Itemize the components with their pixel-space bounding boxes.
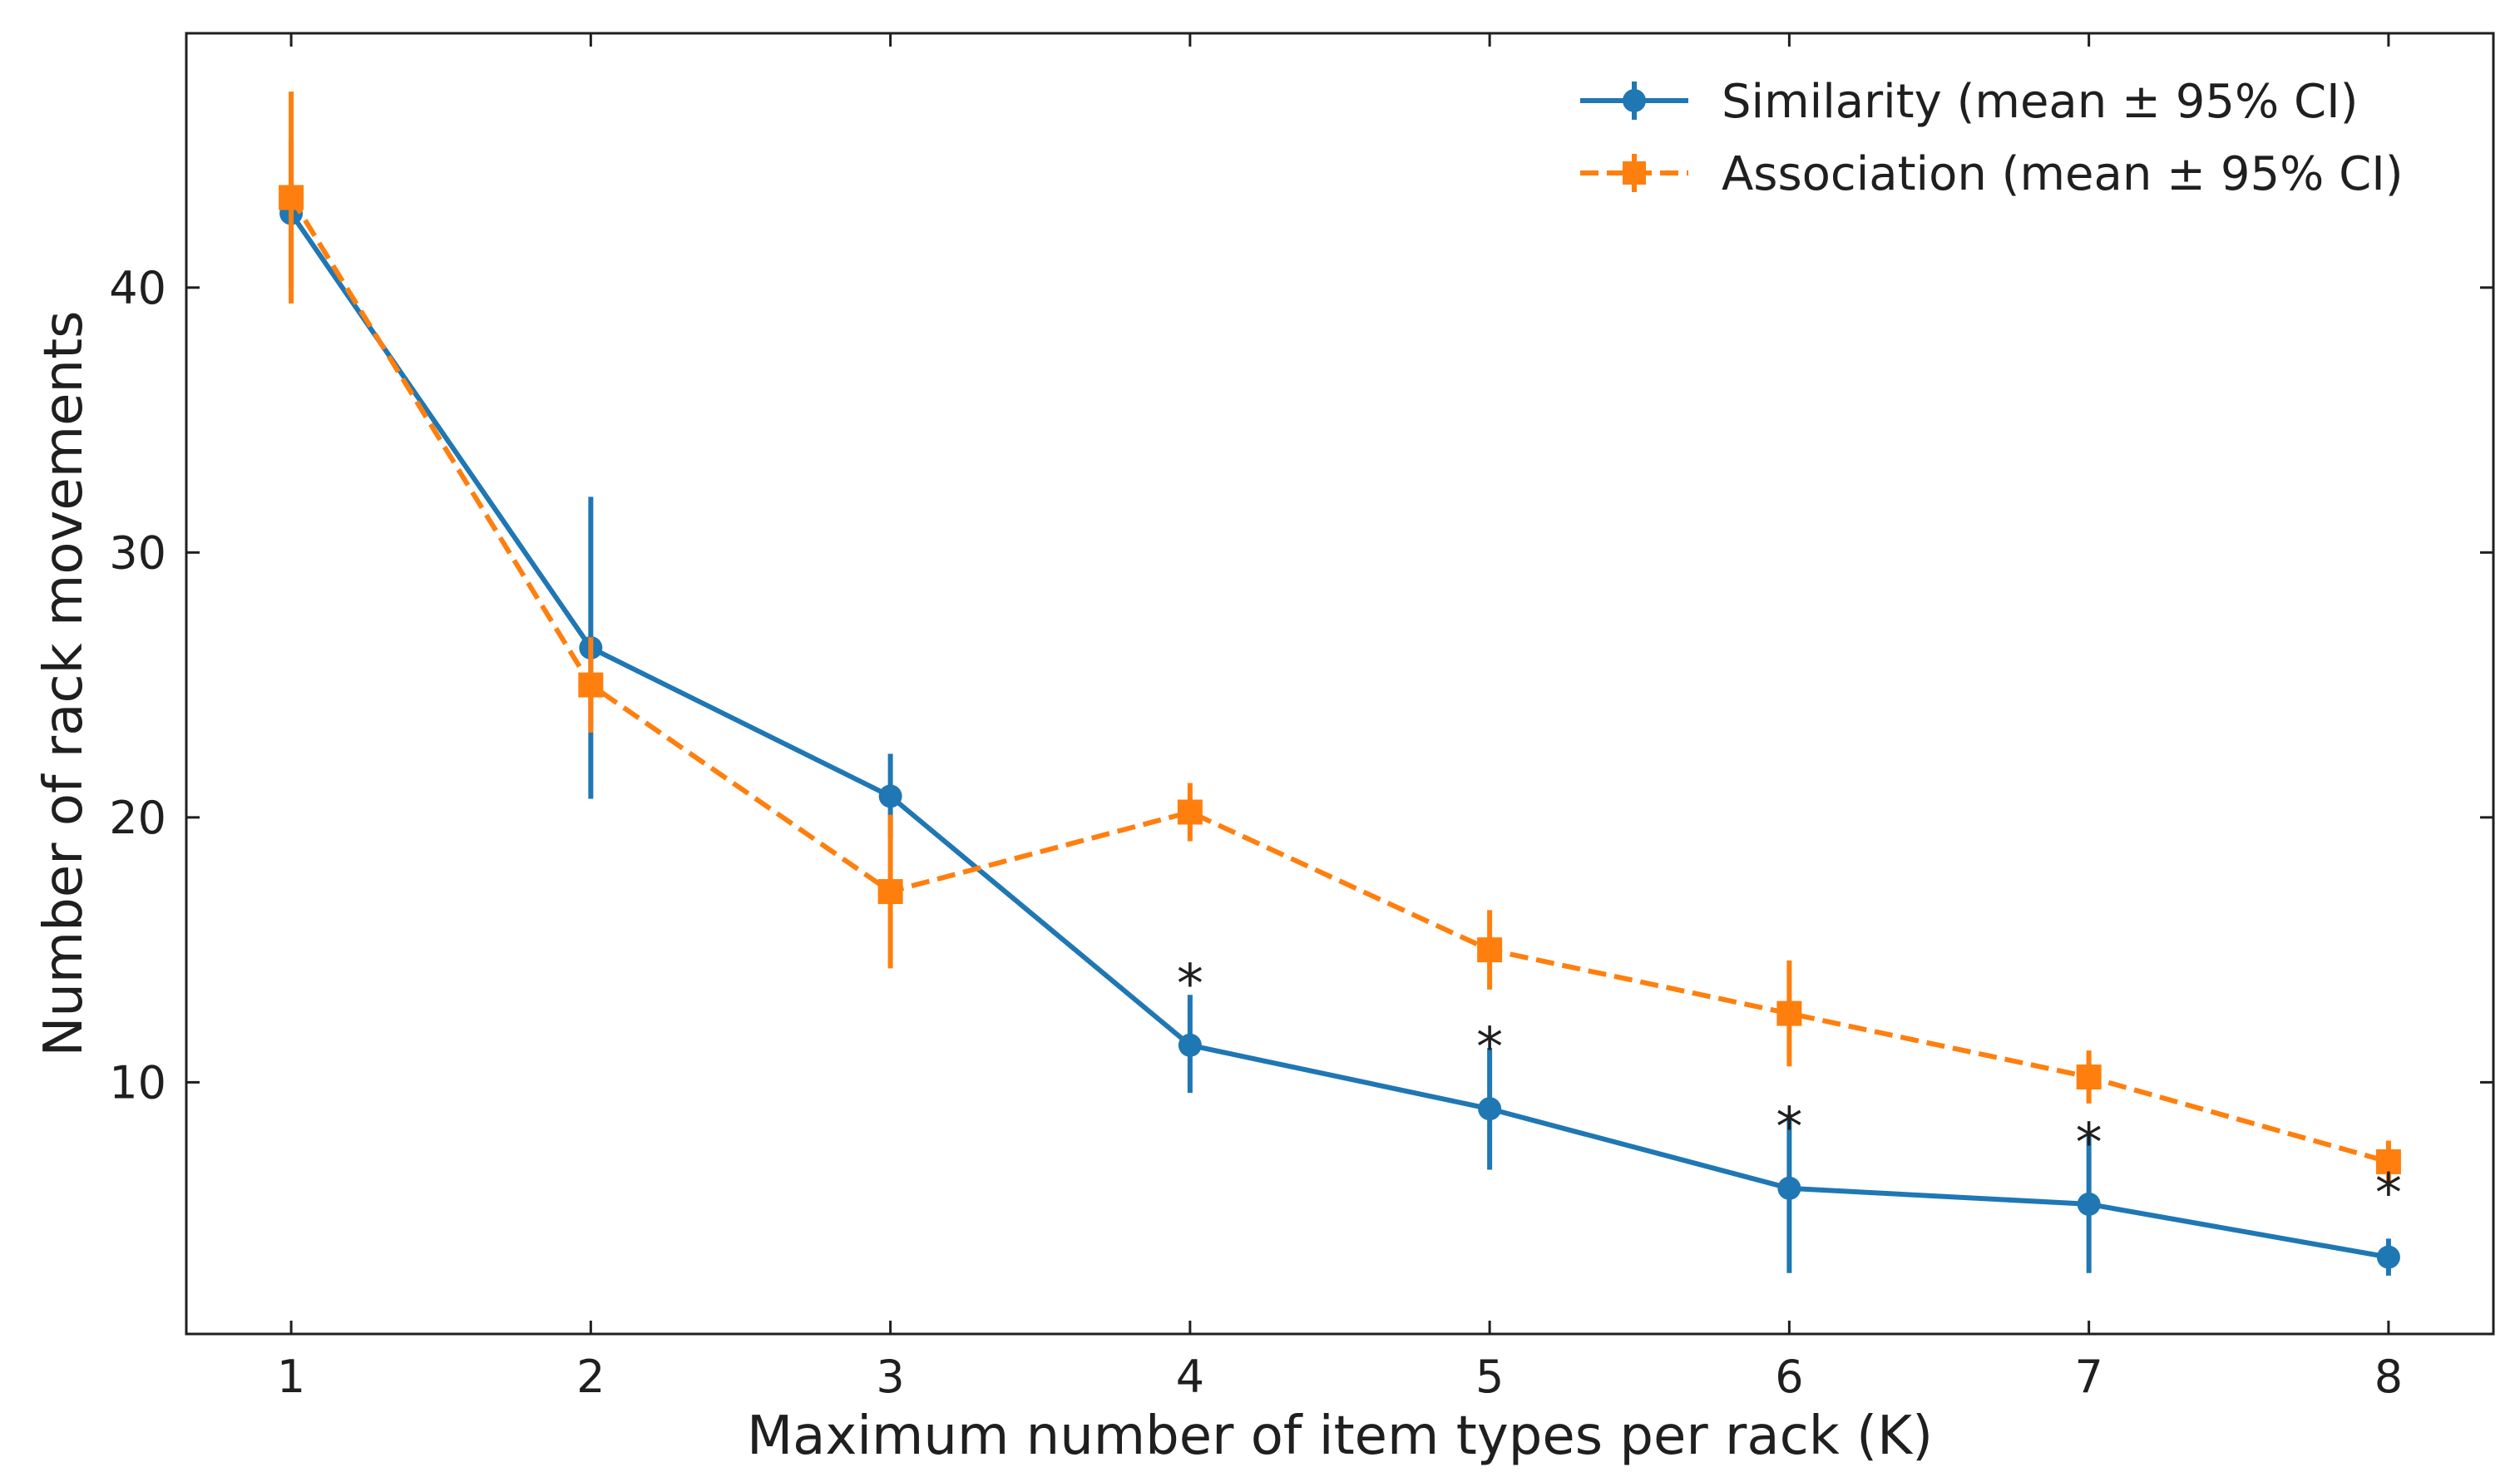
data-point-similarity-k6 [1777, 1176, 1801, 1200]
series-line-association [289, 195, 2389, 1164]
data-point-association-k5 [1477, 937, 1503, 963]
data-point-similarity-k8 [2376, 1245, 2400, 1269]
significance-marker-k4: * [1177, 954, 1203, 1015]
y-axis-title: Number of rack movements [33, 310, 95, 1056]
legend-entry-similarity: Similarity (mean ± 95% CI) [1580, 75, 2359, 129]
y-tick-label-40: 40 [109, 262, 166, 314]
annotation-layer: * * * * * [1177, 954, 2402, 1225]
legend-marker-association [1623, 161, 1646, 185]
x-tick-label-2: 2 [576, 1351, 605, 1403]
ticks-layer: 1 2 3 4 5 6 7 8 10 20 30 40 [109, 33, 2493, 1403]
x-tick-label-1: 1 [277, 1351, 305, 1403]
series-layer [279, 91, 2401, 1276]
x-tick-label-3: 3 [876, 1351, 904, 1403]
x-tick-label-7: 7 [2074, 1351, 2102, 1403]
series-line-similarity [289, 211, 2389, 1260]
legend-marker-similarity [1623, 89, 1646, 112]
legend-box [1564, 52, 2478, 218]
significance-marker-k8: * [2375, 1163, 2402, 1224]
x-tick-label-8: 8 [2374, 1351, 2403, 1403]
significance-marker-k5: * [1476, 1017, 1503, 1079]
series-association [279, 91, 2401, 1183]
plot-frame [185, 32, 2495, 1336]
x-tick-label-6: 6 [1775, 1351, 1803, 1403]
data-point-similarity-k3 [878, 784, 902, 808]
y-tick-label-10: 10 [109, 1056, 166, 1109]
data-point-association-k1 [279, 185, 304, 210]
x-axis-title: Maximum number of item types per rack (K… [747, 1405, 1933, 1467]
x-tick-label-4: 4 [1176, 1351, 1204, 1403]
significance-marker-k7: * [2076, 1113, 2102, 1174]
legend: Similarity (mean ± 95% CI) Association (… [1564, 52, 2478, 218]
data-point-association-k7 [2076, 1065, 2102, 1090]
legend-label-similarity: Similarity (mean ± 95% CI) [1722, 75, 2359, 129]
y-tick-label-30: 30 [109, 526, 166, 579]
data-point-association-k3 [877, 879, 903, 905]
data-point-association-k8 [2375, 1149, 2401, 1174]
data-point-similarity-k5 [1478, 1097, 1502, 1121]
y-tick-label-20: 20 [109, 792, 166, 844]
data-point-association-k2 [578, 672, 604, 698]
legend-entry-association: Association (mean ± 95% CI) [1580, 147, 2404, 201]
legend-label-association: Association (mean ± 95% CI) [1722, 147, 2404, 201]
data-point-association-k6 [1776, 1000, 1802, 1026]
x-tick-label-5: 5 [1475, 1351, 1504, 1403]
significance-marker-k6: * [1776, 1097, 1802, 1158]
data-point-similarity-k7 [2077, 1192, 2101, 1216]
data-point-association-k4 [1177, 799, 1203, 825]
data-point-similarity-k4 [1178, 1033, 1202, 1057]
